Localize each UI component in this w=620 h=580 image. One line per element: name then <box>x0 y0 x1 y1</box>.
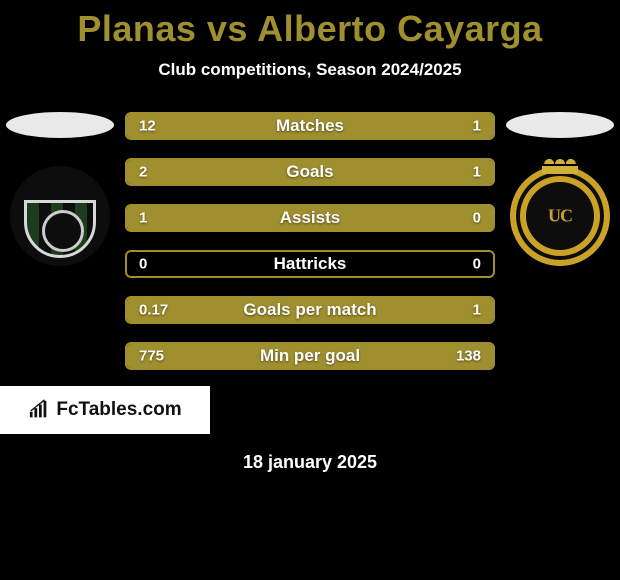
right-player-column: UC <box>500 112 620 266</box>
brand-badge[interactable]: FcTables.com <box>0 386 210 434</box>
stats-column: 12 1 Matches 2 1 Goals 1 0 Assists 0 0 Hattricks 0.1… <box>120 112 500 370</box>
main-row: 12 1 Matches 2 1 Goals 1 0 Assists 0 0 Hattricks 0.1… <box>0 112 620 370</box>
subtitle: Club competitions, Season 2024/2025 <box>0 60 620 80</box>
stat-label: Assists <box>280 208 340 228</box>
stat-bar-min-per-goal: 775 138 Min per goal <box>125 342 495 370</box>
chart-icon <box>28 399 50 421</box>
date-text: 18 january 2025 <box>0 452 620 473</box>
stat-label: Matches <box>276 116 344 136</box>
stat-value-right: 138 <box>456 348 481 365</box>
left-platform-ellipse <box>6 112 114 138</box>
right-platform-ellipse <box>506 112 614 138</box>
comparison-card: Planas vs Alberto Cayarga Club competiti… <box>0 0 620 473</box>
page-title: Planas vs Alberto Cayarga <box>0 8 620 50</box>
stat-value-right: 1 <box>473 118 481 135</box>
stat-value-right: 0 <box>473 210 481 227</box>
brand-text: FcTables.com <box>56 399 181 421</box>
stat-value-left: 12 <box>139 118 156 135</box>
stat-value-left: 0 <box>139 256 147 273</box>
left-player-column <box>0 112 120 266</box>
stat-value-left: 1 <box>139 210 147 227</box>
stat-label: Hattricks <box>274 254 347 274</box>
stat-bar-goals-per-match: 0.17 1 Goals per match <box>125 296 495 324</box>
stat-value-left: 0.17 <box>139 302 168 319</box>
left-club-crest <box>10 166 110 266</box>
right-club-crest: UC <box>510 166 610 266</box>
stat-bar-matches: 12 1 Matches <box>125 112 495 140</box>
stat-value-left: 775 <box>139 348 164 365</box>
stat-value-right: 1 <box>473 164 481 181</box>
stat-value-right: 1 <box>473 302 481 319</box>
stat-fill-left <box>127 160 372 184</box>
stat-bar-hattricks: 0 0 Hattricks <box>125 250 495 278</box>
stat-bar-goals: 2 1 Goals <box>125 158 495 186</box>
stat-bar-assists: 1 0 Assists <box>125 204 495 232</box>
stat-label: Min per goal <box>260 346 360 366</box>
right-crest-monogram: UC <box>548 206 572 227</box>
stat-label: Goals per match <box>243 300 376 320</box>
stat-value-right: 0 <box>473 256 481 273</box>
stat-label: Goals <box>286 162 333 182</box>
stat-value-left: 2 <box>139 164 147 181</box>
